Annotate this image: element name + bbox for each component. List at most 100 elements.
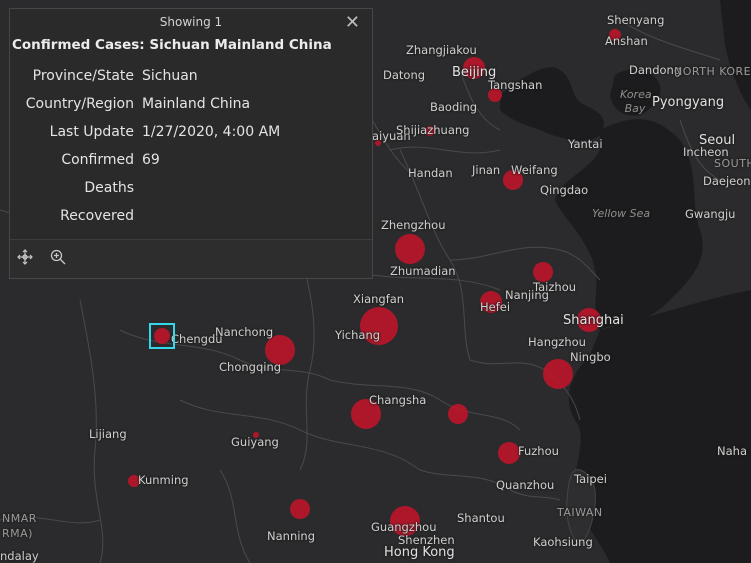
attribute-row: Country/Region Mainland China xyxy=(10,90,280,118)
case-bubble[interactable] xyxy=(543,359,573,389)
label-ningbo: Ningbo xyxy=(570,350,611,364)
case-bubble[interactable] xyxy=(360,307,398,345)
label-shijiazhuang: Shijiazhuang xyxy=(396,123,470,137)
label-chengdu: Chengdu xyxy=(171,332,223,346)
case-bubble[interactable] xyxy=(425,126,435,136)
label-datong: Datong xyxy=(383,68,426,82)
sea-of-japan xyxy=(720,0,751,110)
label-xiangfan: Xiangfan xyxy=(353,292,405,306)
label-mandalay: ndalay xyxy=(0,549,39,563)
case-bubble[interactable] xyxy=(128,475,140,487)
popup-feature-count: Showing 1 xyxy=(159,15,223,29)
attribute-label: Confirmed xyxy=(61,152,134,168)
label-guiyang: Guiyang xyxy=(231,435,279,449)
label-dandong: Dandong xyxy=(629,63,682,77)
label-zhumadian: Zhumadian xyxy=(390,264,456,278)
label-shenzhen: Shenzhen xyxy=(398,533,455,547)
label-zhangjiakou: Zhangjiakou xyxy=(406,43,477,57)
move-icon[interactable] xyxy=(16,248,36,268)
bohai-sea xyxy=(500,67,605,141)
border-line xyxy=(79,299,104,563)
label-taiwan: TAIWAN xyxy=(557,506,603,519)
border-line xyxy=(619,19,721,61)
attribute-table: Province/State Sichuan Country/Region Mainl… xyxy=(10,62,281,230)
case-bubble[interactable] xyxy=(395,234,425,264)
label-qingdao: Qingdao xyxy=(540,183,589,197)
label-fuzhou: Fuzhou xyxy=(518,444,559,458)
attribute-value xyxy=(142,202,280,230)
attribute-row: Recovered xyxy=(10,202,280,230)
label-anshan: Anshan xyxy=(605,34,648,48)
border-line xyxy=(119,329,331,381)
label-north-korea: NORTH KOREA xyxy=(674,65,751,78)
case-bubble[interactable] xyxy=(154,328,170,344)
label-daejeon: Daejeon xyxy=(703,174,751,188)
case-bubble[interactable] xyxy=(533,262,553,282)
border-line xyxy=(679,119,721,181)
case-bubble[interactable] xyxy=(375,140,381,146)
label-hong-kong: Hong Kong xyxy=(384,545,455,560)
label-south-korea: SOUTH xyxy=(714,157,751,170)
label-changsha: Changsha xyxy=(369,393,427,407)
attribute-label: Province/State xyxy=(32,68,134,84)
label-hangzhou: Hangzhou xyxy=(528,335,586,349)
case-bubble[interactable] xyxy=(265,335,295,365)
attribute-label: Deaths xyxy=(84,180,134,196)
case-bubble[interactable] xyxy=(448,404,468,424)
label-jinan: Jinan xyxy=(472,163,501,177)
border-line xyxy=(219,469,251,563)
label-nanjing: Nanjing xyxy=(505,288,549,302)
label-myanmar: NMAR xyxy=(2,512,37,525)
border-line xyxy=(0,516,101,524)
label-myanmar-2: RMA) xyxy=(2,527,33,540)
attribute-value: 69 xyxy=(142,152,160,168)
label-korea-bay: Korea Bay xyxy=(620,88,652,115)
label-naha: Naha xyxy=(717,444,747,458)
label-beijing: Beijing xyxy=(452,65,497,80)
label-taiyuan: aiyuan xyxy=(372,129,411,143)
case-bubble[interactable] xyxy=(290,499,310,519)
label-taizhou: Taizhou xyxy=(533,280,577,294)
attribute-label: Last Update xyxy=(49,124,134,140)
case-bubble[interactable] xyxy=(609,29,621,41)
zoom-in-icon[interactable] xyxy=(49,248,69,268)
label-shanghai: Shanghai xyxy=(563,313,624,328)
label-hefei: Hefei xyxy=(480,300,511,314)
case-bubble[interactable] xyxy=(498,442,520,464)
label-pyongyang: Pyongyang xyxy=(652,95,725,110)
attribute-row: Province/State Sichuan xyxy=(10,62,280,90)
attribute-row: Confirmed 69 xyxy=(10,146,280,174)
label-quanzhou: Quanzhou xyxy=(496,478,555,492)
label-kaohsiung: Kaohsiung xyxy=(533,535,593,549)
label-guangzhou: Guangzhou xyxy=(371,520,437,534)
label-incheon: Incheon xyxy=(683,145,729,159)
case-bubble[interactable] xyxy=(463,57,485,79)
attribute-label: Country/Region xyxy=(25,96,134,112)
label-shantou: Shantou xyxy=(457,511,505,525)
border-line xyxy=(419,469,561,501)
case-bubble[interactable] xyxy=(503,170,523,190)
close-icon[interactable]: ✕ xyxy=(344,12,360,33)
case-bubble[interactable] xyxy=(351,399,381,429)
case-bubble[interactable] xyxy=(488,88,502,102)
attribute-label: Recovered xyxy=(60,208,134,224)
popup-header: Showing 1 ✕ xyxy=(10,9,372,35)
attribute-value: Sichuan xyxy=(142,68,198,84)
label-kunming: Kunming xyxy=(138,473,189,487)
border-line xyxy=(329,379,521,431)
case-bubble[interactable] xyxy=(390,506,420,536)
label-tangshan: Tangshan xyxy=(488,78,543,92)
attribute-value: Mainland China xyxy=(142,96,251,112)
label-shenyang: Shenyang xyxy=(607,13,665,27)
case-bubble[interactable] xyxy=(577,308,601,332)
case-bubble[interactable] xyxy=(480,291,502,313)
label-gwangju: Gwangju xyxy=(685,207,736,221)
selected-feature-highlight xyxy=(149,323,175,349)
label-nanchong: Nanchong xyxy=(215,325,274,339)
case-bubble[interactable] xyxy=(253,432,259,438)
label-seoul: Seoul xyxy=(699,133,736,148)
label-baoding: Baoding xyxy=(430,100,478,114)
attribute-value xyxy=(142,174,280,202)
popup-title: Confirmed Cases: Sichuan Mainland China xyxy=(12,37,332,53)
